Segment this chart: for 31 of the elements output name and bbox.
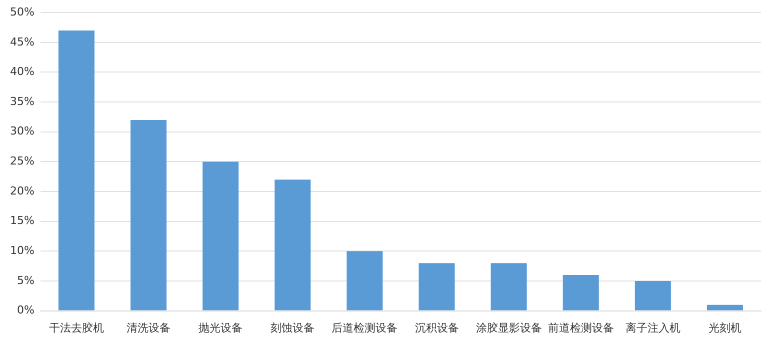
bar [706, 304, 743, 310]
y-tick-label: 5% [16, 274, 34, 287]
bar [562, 275, 599, 310]
y-tick-label: 50% [10, 5, 34, 18]
y-tick-label: 40% [10, 65, 34, 78]
y-tick-label: 20% [10, 184, 34, 198]
x-tick-label: 光刻机 [708, 321, 742, 334]
y-tick-label: 0% [16, 304, 34, 317]
bar [634, 280, 671, 310]
y-tick-label: 35% [10, 94, 34, 108]
bar [58, 30, 94, 310]
x-tick-label: 前道检测设备 [548, 321, 614, 334]
y-tick-label: 25% [10, 154, 34, 168]
bar [490, 263, 527, 310]
y-tick-label: 45% [10, 35, 34, 48]
y-tick-label: 10% [10, 244, 34, 258]
x-tick-label: 沉积设备 [414, 321, 459, 334]
x-tick-label: 刻蚀设备 [270, 321, 315, 334]
bar [418, 263, 455, 310]
bar [274, 180, 311, 310]
x-tick-label: 抛光设备 [198, 321, 243, 334]
y-tick-label: 15% [10, 214, 34, 228]
x-tick-label: 离子注入机 [625, 321, 680, 334]
x-tick-label: 涂胶显影设备 [476, 321, 542, 334]
bar [130, 120, 167, 310]
x-tick-label: 干法去胶机 [48, 321, 104, 334]
x-tick-label: 清洗设备 [126, 321, 171, 334]
x-tick-label: 后道检测设备 [332, 321, 398, 334]
bar [202, 162, 239, 310]
bar [346, 251, 383, 310]
y-tick-label: 30% [10, 124, 34, 138]
